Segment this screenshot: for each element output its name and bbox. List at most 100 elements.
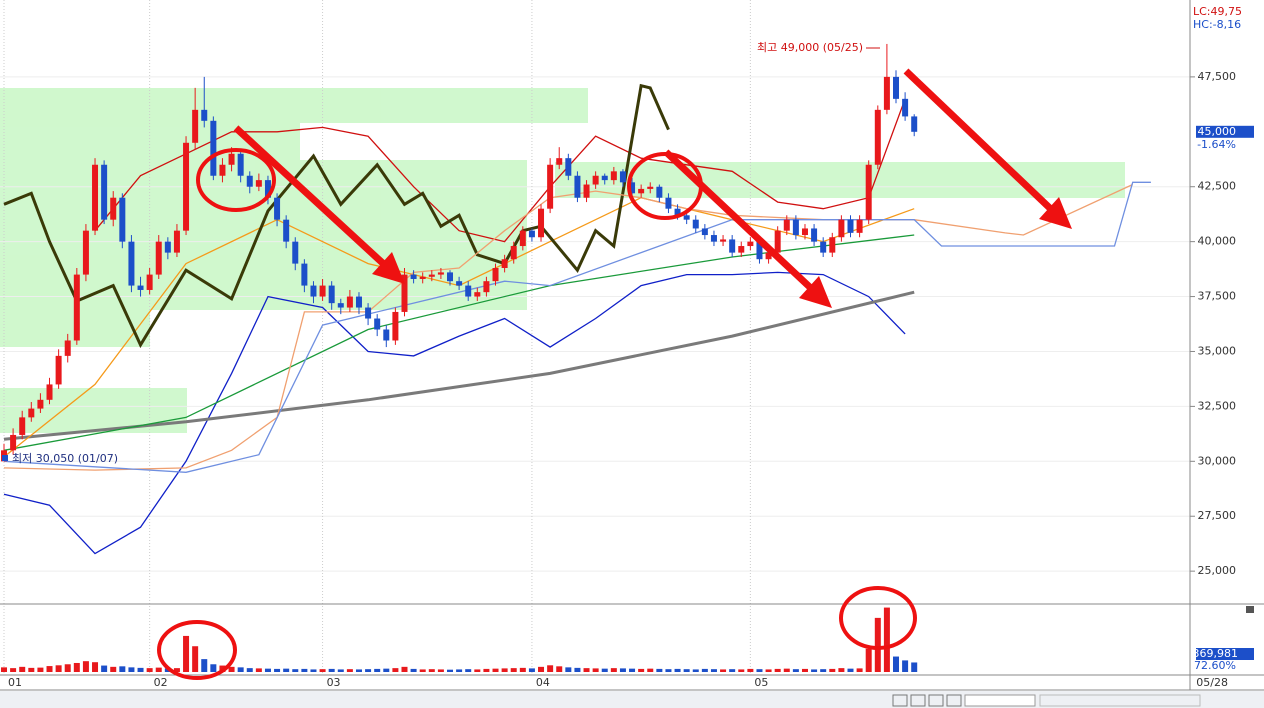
candle-body — [492, 268, 499, 282]
volume-bar — [447, 669, 454, 672]
volume-bar — [92, 662, 99, 672]
candle-body — [310, 285, 317, 297]
candle-body — [765, 252, 772, 260]
candle-body — [865, 164, 872, 220]
volume-bar — [747, 668, 754, 672]
volume-bar — [501, 668, 508, 672]
zone — [0, 388, 187, 433]
volume-last-label: 369,981 — [1193, 647, 1239, 660]
candle-body — [337, 303, 344, 308]
candle-body — [656, 186, 663, 198]
candle-body — [811, 228, 818, 242]
volume-bar — [883, 607, 890, 672]
volume-bar — [547, 665, 554, 672]
candle-body — [183, 142, 190, 231]
volume-bar — [374, 668, 381, 672]
candle-body — [501, 259, 508, 268]
volume-bar — [483, 668, 490, 672]
candle-body — [510, 246, 517, 260]
candle-body — [128, 241, 135, 286]
volume-bar — [328, 668, 335, 672]
volume-bar — [893, 656, 900, 672]
volume-bar — [683, 669, 690, 672]
tools[interactable] — [1039, 694, 1201, 707]
current-price-box — [1196, 125, 1254, 138]
y-tick-label: 25,000 — [1198, 564, 1237, 577]
candle-body — [428, 274, 435, 277]
candle-body — [37, 399, 44, 409]
candle-body — [437, 272, 444, 275]
volume-bar — [792, 669, 799, 672]
zone — [0, 88, 588, 123]
arrowheads — [372, 197, 1072, 308]
volume-bar — [55, 665, 62, 672]
candle-body — [19, 417, 26, 435]
volume-bar — [73, 662, 80, 672]
volume-bar — [519, 667, 526, 672]
candle-body — [820, 241, 827, 253]
candle-body — [893, 76, 900, 99]
scroll[interactable] — [964, 694, 1036, 707]
candle-body — [647, 186, 654, 189]
candle-body — [738, 246, 745, 253]
candle-body — [64, 340, 71, 356]
volume-bar — [556, 666, 563, 672]
candle-body — [374, 318, 381, 330]
candle-body — [164, 241, 171, 253]
btn[interactable] — [910, 694, 926, 707]
volume-bar — [246, 668, 253, 672]
volume-bar — [674, 668, 681, 672]
btn[interactable] — [928, 694, 944, 707]
lc-label: LC:49,75 — [1193, 5, 1242, 18]
panel-button[interactable] — [1246, 606, 1254, 613]
volume-bar — [237, 667, 244, 672]
arrow — [233, 125, 391, 271]
candle-body — [101, 164, 108, 220]
y-tick-label: 30,000 — [1198, 454, 1237, 467]
arrowhead — [372, 252, 405, 284]
y-tick-label: 32,500 — [1198, 399, 1237, 412]
candle-body — [829, 237, 836, 253]
volume-bar — [610, 668, 617, 672]
x-tick-label: 04 — [536, 676, 550, 689]
volume-bar — [201, 659, 208, 672]
lines — [3, 83, 1151, 555]
volume-bar — [647, 668, 654, 672]
candle-body — [210, 120, 217, 176]
candle-body — [73, 274, 80, 341]
candle-body — [528, 230, 535, 238]
candle-body — [547, 164, 554, 209]
y-tick-label: 40,000 — [1198, 235, 1237, 248]
volume-bar — [155, 667, 162, 672]
volume-bar — [337, 669, 344, 672]
volume-bar — [756, 669, 763, 672]
candle-body — [246, 175, 253, 187]
indicator-line — [3, 234, 915, 451]
candle-body — [874, 109, 881, 165]
volume-bar — [310, 669, 317, 672]
candle-body — [301, 263, 308, 286]
volume-bar — [574, 667, 581, 672]
volume-bar — [492, 668, 499, 672]
y-tick-label: 35,000 — [1198, 344, 1237, 357]
volume-bar — [173, 668, 180, 672]
candle-body — [556, 158, 563, 165]
volume-bar — [820, 669, 827, 672]
volume-bar — [137, 667, 144, 672]
volume-bar — [829, 668, 836, 672]
btn[interactable] — [946, 694, 962, 707]
btn[interactable] — [892, 694, 908, 707]
circle — [157, 620, 237, 680]
volume-bar — [656, 668, 663, 672]
candle-body — [601, 175, 608, 181]
x-tick-label: 01 — [8, 676, 22, 689]
candle-body — [538, 208, 545, 238]
volume-bar — [64, 664, 71, 672]
low-marker — [2, 455, 8, 461]
candle-body — [783, 219, 790, 231]
volume-bar — [1, 667, 8, 672]
volume-ratio: 72.60% — [1194, 659, 1236, 672]
y-tick-label: 37,500 — [1198, 290, 1237, 303]
candle-body — [801, 228, 808, 236]
y-tick-label: 47,500 — [1198, 70, 1237, 83]
